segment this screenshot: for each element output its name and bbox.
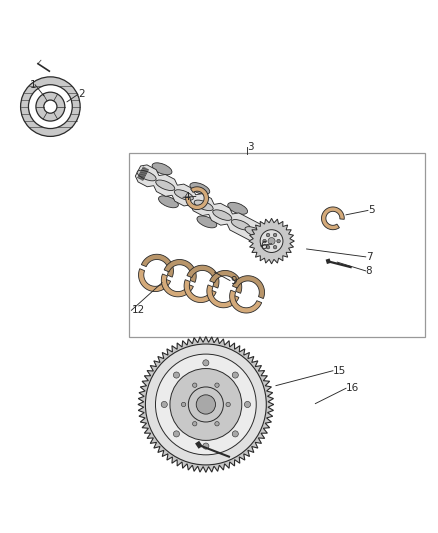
Ellipse shape <box>213 210 232 220</box>
Circle shape <box>263 239 266 243</box>
Circle shape <box>266 233 270 237</box>
Circle shape <box>36 92 65 121</box>
Circle shape <box>170 368 242 440</box>
Circle shape <box>226 402 230 407</box>
Circle shape <box>273 233 277 237</box>
Ellipse shape <box>194 200 213 211</box>
Polygon shape <box>230 290 261 313</box>
Polygon shape <box>138 336 274 472</box>
Circle shape <box>260 230 283 253</box>
Polygon shape <box>164 260 196 282</box>
Circle shape <box>44 100 57 113</box>
Circle shape <box>173 372 180 378</box>
Circle shape <box>193 422 197 426</box>
Circle shape <box>193 383 197 387</box>
Ellipse shape <box>152 163 172 175</box>
Polygon shape <box>135 165 266 244</box>
Polygon shape <box>161 274 193 297</box>
Text: 4: 4 <box>183 192 190 203</box>
Circle shape <box>268 238 275 245</box>
Polygon shape <box>249 219 294 264</box>
Text: 3: 3 <box>247 142 254 152</box>
Ellipse shape <box>156 180 175 190</box>
Polygon shape <box>233 276 265 298</box>
Ellipse shape <box>190 183 210 195</box>
Circle shape <box>155 354 256 455</box>
Circle shape <box>203 360 209 366</box>
Ellipse shape <box>245 227 264 237</box>
Circle shape <box>203 443 209 449</box>
Circle shape <box>161 401 167 408</box>
Ellipse shape <box>231 220 251 230</box>
Ellipse shape <box>197 216 217 228</box>
Bar <box>129 152 425 336</box>
Ellipse shape <box>174 190 193 200</box>
Text: 6: 6 <box>261 241 267 251</box>
Ellipse shape <box>228 203 247 214</box>
Circle shape <box>244 401 251 408</box>
Text: 1: 1 <box>30 80 36 90</box>
Circle shape <box>232 372 238 378</box>
Circle shape <box>215 383 219 387</box>
Text: 15: 15 <box>333 366 346 376</box>
Text: 5: 5 <box>368 205 374 215</box>
Text: 2: 2 <box>78 90 85 99</box>
Polygon shape <box>321 207 344 230</box>
Circle shape <box>21 77 80 136</box>
Polygon shape <box>186 187 208 209</box>
Circle shape <box>277 239 280 243</box>
Circle shape <box>273 245 277 249</box>
Text: 8: 8 <box>366 266 372 276</box>
Polygon shape <box>184 280 216 303</box>
Circle shape <box>232 431 238 437</box>
Polygon shape <box>187 265 219 288</box>
Circle shape <box>215 422 219 426</box>
Ellipse shape <box>137 170 156 181</box>
Circle shape <box>173 431 180 437</box>
Circle shape <box>28 85 72 128</box>
Circle shape <box>181 402 186 407</box>
Text: 16: 16 <box>346 383 359 393</box>
Text: 9: 9 <box>230 276 237 286</box>
Polygon shape <box>210 270 242 293</box>
Ellipse shape <box>159 196 178 208</box>
Polygon shape <box>138 269 170 292</box>
Circle shape <box>188 387 223 422</box>
Circle shape <box>266 245 270 249</box>
Circle shape <box>145 344 266 465</box>
Circle shape <box>196 395 215 414</box>
Polygon shape <box>141 254 173 277</box>
Text: 12: 12 <box>131 305 145 316</box>
Text: 7: 7 <box>366 252 372 262</box>
Polygon shape <box>207 285 239 308</box>
